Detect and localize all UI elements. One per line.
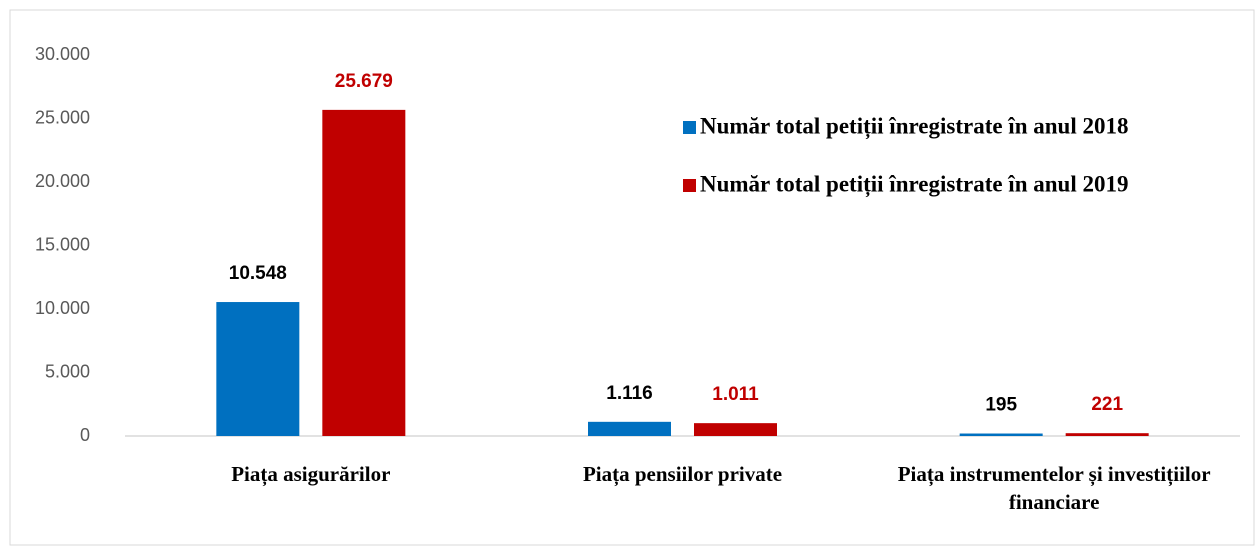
legend-label: Număr total petiții înregistrate în anul… <box>700 171 1128 197</box>
border <box>9 9 1255 546</box>
bar <box>588 421 671 436</box>
bar <box>694 423 777 436</box>
legend-swatch <box>683 121 696 134</box>
value-label: 1.011 <box>712 384 759 405</box>
y-tick-label: 20.000 <box>35 171 90 191</box>
value-label: 10.548 <box>229 263 287 284</box>
y-tick-label: 15.000 <box>35 234 90 254</box>
bar <box>216 302 300 436</box>
y-tick-label: 10.000 <box>35 298 90 318</box>
x-tick-label: Piața instrumentelor și investițiilor fi… <box>897 462 1211 514</box>
value-label: 221 <box>1091 394 1123 415</box>
x-tick-label: Piața asigurărilor <box>231 462 391 486</box>
x-tick-label: Piața pensiilor private <box>582 462 783 486</box>
y-tick-label: 0 <box>80 425 90 445</box>
bar <box>322 109 406 436</box>
value-label: 195 <box>985 395 1017 416</box>
y-tick-label: 25.000 <box>35 107 90 127</box>
y-tick-label: 30.000 <box>35 44 90 64</box>
legend-swatch <box>683 179 696 192</box>
value-label: 1.116 <box>606 383 653 404</box>
legend-label: Număr total petiții înregistrate în anul… <box>700 113 1128 139</box>
bar <box>959 433 1043 436</box>
bar <box>1065 433 1149 436</box>
y-tick-label: 5.000 <box>45 361 90 381</box>
value-label: 25.679 <box>335 71 393 92</box>
